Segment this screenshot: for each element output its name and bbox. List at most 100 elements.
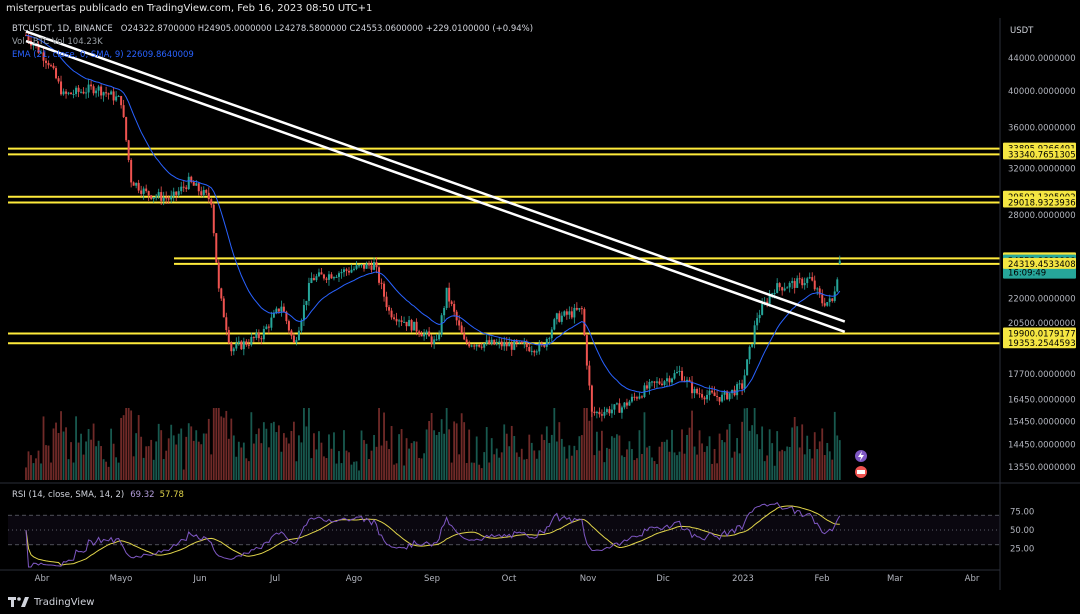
volume-bar: [510, 425, 513, 480]
volume-bar: [117, 462, 120, 480]
volume-bar: [636, 458, 638, 480]
volume-bar: [270, 423, 273, 480]
volume-bar: [788, 446, 791, 480]
volume-bar: [816, 449, 819, 480]
volume-bar: [711, 463, 713, 480]
candle-body: [683, 380, 686, 382]
candle-body: [300, 320, 303, 331]
rsi-legend[interactable]: RSI (14, close, SMA, 14, 2) 69.32 57.78: [12, 490, 184, 500]
candle-body: [347, 270, 350, 273]
volume-bar: [488, 462, 491, 480]
candle-body: [678, 370, 681, 373]
volume-bar: [308, 408, 310, 480]
candle-body: [57, 78, 60, 82]
volume-bar: [368, 459, 370, 480]
volume-bar: [343, 430, 345, 480]
volume-bar: [475, 436, 478, 480]
candle-body: [165, 197, 168, 199]
volume-bar: [438, 431, 441, 480]
chart-background: [0, 18, 1080, 590]
volume-bar: [50, 462, 52, 480]
volume-bar: [545, 426, 548, 480]
candle-body: [718, 397, 721, 402]
volume-bar: [653, 461, 656, 480]
volume-bar: [72, 462, 75, 480]
volume-bar: [277, 425, 280, 480]
volume-bar: [515, 452, 518, 480]
candle-body: [711, 390, 714, 393]
candle-body: [272, 312, 275, 318]
volume-bar: [152, 459, 155, 480]
rsi-settings: RSI (14, close, SMA, 14, 2): [12, 490, 124, 500]
candle-body: [463, 333, 466, 340]
volume-bar: [673, 452, 676, 480]
candle-body: [287, 321, 290, 331]
volume-bar: [723, 442, 726, 480]
volume-bar: [733, 451, 736, 480]
candle-body: [713, 392, 716, 397]
time-tick-label: Mar: [887, 574, 904, 584]
candle-body: [55, 68, 58, 79]
candle-body: [808, 277, 811, 279]
level-tag-label: 33340.7651305: [1008, 150, 1076, 160]
candle-body: [240, 341, 243, 350]
symbol-line: BTCUSDT, 1D, BINANCE: [12, 24, 113, 34]
candle-body: [315, 276, 318, 281]
candle-body: [773, 292, 776, 294]
candle-body: [753, 325, 756, 344]
candle-body: [327, 274, 330, 280]
candle-body: [628, 401, 631, 406]
volume-bar: [443, 433, 446, 480]
candle-body: [673, 373, 676, 379]
volume-bar: [611, 436, 613, 480]
volume-bar: [415, 441, 418, 480]
price-chart[interactable]: USDT 44000.0000000 40000.0000000 36000.0000…: [0, 18, 1080, 590]
volume-bar: [403, 465, 405, 480]
volume-bar: [743, 408, 746, 480]
volume-bar: [713, 448, 716, 480]
volume-bar: [671, 429, 673, 480]
volume-bar: [227, 438, 230, 480]
price-tick-label: 22000.0000000: [1008, 295, 1076, 305]
candle-body: [478, 344, 481, 347]
candle-body: [480, 346, 483, 348]
volume-bar: [140, 436, 143, 480]
volume-legend[interactable]: Vol · BTC Vol 104.23K: [12, 37, 103, 47]
volume-bar: [80, 433, 82, 480]
candle-body: [793, 281, 796, 288]
ema-legend[interactable]: EMA (21, close, 0, SMA, 9) 22609.8640009: [12, 50, 194, 60]
volume-bar: [543, 440, 546, 480]
candle-body: [90, 84, 93, 87]
volume-bar: [255, 434, 258, 480]
volume-bar: [27, 451, 30, 480]
volume-bar: [410, 443, 413, 480]
candle-body: [332, 277, 335, 279]
volume-bar: [646, 447, 648, 480]
volume-bar: [796, 426, 799, 480]
volume-bar: [756, 434, 759, 480]
volume-bar: [160, 430, 163, 480]
candle-body: [831, 298, 834, 301]
volume-bar: [570, 455, 573, 480]
level-tag: [1003, 337, 1076, 349]
volume-bar: [272, 421, 275, 480]
candle-body: [305, 300, 308, 306]
candle-body: [220, 288, 223, 299]
candle-body: [307, 282, 310, 301]
volume-bar: [593, 455, 596, 480]
volume-bar: [383, 412, 385, 480]
volume-bar: [678, 451, 681, 480]
volume-bar: [338, 451, 340, 480]
candle-body: [257, 332, 260, 339]
volume-bar: [828, 451, 831, 480]
volume-bar: [100, 446, 103, 480]
volume-bar: [585, 408, 588, 480]
symbol-legend[interactable]: BTCUSDT, 1D, BINANCE O24322.8700000 H2490…: [12, 24, 533, 34]
candle-body: [420, 334, 423, 337]
volume-bar: [287, 443, 290, 480]
candle-body: [42, 52, 45, 61]
volume-bar: [793, 417, 796, 480]
candle-body: [47, 62, 50, 66]
candle-body: [50, 65, 53, 67]
candle-body: [653, 381, 656, 383]
